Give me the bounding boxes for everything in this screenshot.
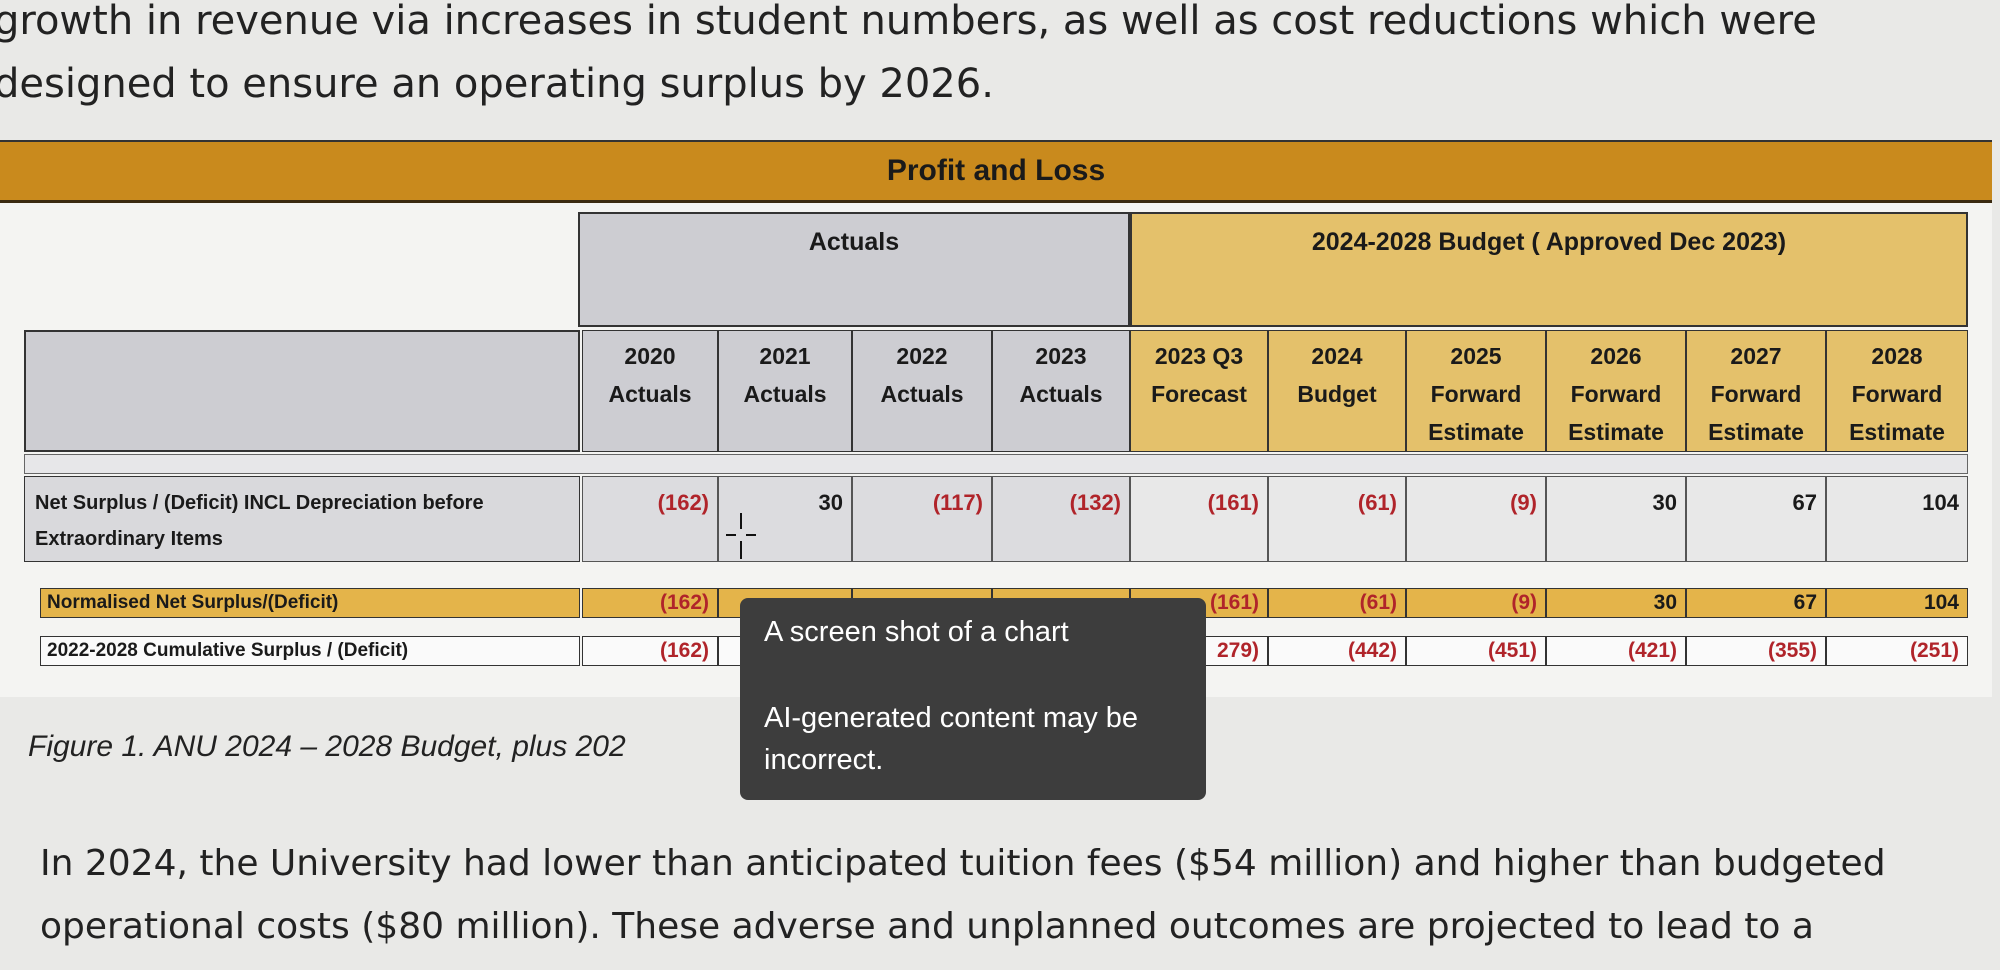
- column-header-l1: 2026: [1590, 343, 1642, 369]
- column-header-l2: Forecast: [1151, 381, 1247, 407]
- normalised-value: 30: [1546, 588, 1686, 618]
- column-header-l3: Estimate: [1849, 419, 1945, 445]
- net-surplus-label-line1: Net Surplus / (Deficit) INCL Depreciatio…: [35, 492, 484, 514]
- cumulative-value: (355): [1686, 636, 1826, 666]
- normalised-value: (9): [1406, 588, 1546, 618]
- column-header-l2: Forward: [1570, 381, 1662, 407]
- column-header-l1: 2020: [624, 343, 676, 369]
- column-header-l2: Forward: [1710, 381, 1802, 407]
- column-header: 2028 Forward Estimate: [1826, 330, 1968, 452]
- net-surplus-value: (117): [852, 476, 992, 562]
- cumulative-value: (451): [1406, 636, 1546, 666]
- net-surplus-value: (61): [1268, 476, 1406, 562]
- net-surplus-value: 104: [1826, 476, 1968, 562]
- cumulative-value: (442): [1268, 636, 1406, 666]
- net-surplus-label: Net Surplus / (Deficit) INCL Depreciatio…: [24, 476, 580, 562]
- column-header-l1: 2023 Q3: [1154, 343, 1244, 369]
- column-header-l1: 2023: [1035, 343, 1087, 369]
- column-header-l1: 2027: [1730, 343, 1782, 369]
- normalised-value: 104: [1826, 588, 1968, 618]
- normalised-row-label: Normalised Net Surplus/(Deficit): [40, 588, 580, 618]
- row-header-corner: [24, 330, 580, 452]
- net-surplus-value: 67: [1686, 476, 1826, 562]
- column-header-l2: Actuals: [1019, 381, 1103, 407]
- column-header: 2021 Actuals: [718, 330, 852, 452]
- figure-caption: Figure 1. ANU 2024 – 2028 Budget, plus 2…: [28, 730, 626, 763]
- net-surplus-value: (132): [992, 476, 1130, 562]
- net-surplus-value: (9): [1406, 476, 1546, 562]
- net-surplus-label-line2: Extraordinary Items: [35, 528, 223, 550]
- column-header-l2: Forward: [1430, 381, 1522, 407]
- column-header: 2026 Forward Estimate: [1546, 330, 1686, 452]
- profit-loss-table: Profit and Loss Actuals 2024-2028 Budget…: [0, 140, 1992, 697]
- normalised-value: (162): [582, 588, 718, 618]
- column-header: 2020 Actuals: [582, 330, 718, 452]
- column-header-l2: Actuals: [743, 381, 827, 407]
- net-surplus-value: (161): [1130, 476, 1268, 562]
- tooltip-title: A screen shot of a chart: [764, 616, 1069, 648]
- column-header-l2: Actuals: [880, 381, 964, 407]
- column-header: 2023 Actuals: [992, 330, 1130, 452]
- normalised-value: 67: [1686, 588, 1826, 618]
- crosshair-cursor-icon: [726, 513, 756, 559]
- column-header: 2022 Actuals: [852, 330, 992, 452]
- cumulative-value: (421): [1546, 636, 1686, 666]
- column-header-l1: 2024: [1311, 343, 1363, 369]
- column-header-l3: Estimate: [1568, 419, 1664, 445]
- table-spacer-row: [24, 454, 1968, 474]
- column-header-l1: 2021: [759, 343, 811, 369]
- column-header: 2027 Forward Estimate: [1686, 330, 1826, 452]
- column-header: 2024 Budget: [1268, 330, 1406, 452]
- tooltip-note: AI-generated content may be incorrect.: [764, 702, 1139, 776]
- column-header-l2: Budget: [1297, 381, 1377, 407]
- column-header-l2: Actuals: [608, 381, 692, 407]
- net-surplus-value: 30: [1546, 476, 1686, 562]
- body-paragraph: In 2024, the University had lower than a…: [40, 843, 1886, 947]
- net-surplus-value: (162): [582, 476, 718, 562]
- column-header-l2: Forward: [1851, 381, 1943, 407]
- table-title: Profit and Loss: [0, 142, 1992, 203]
- column-header: 2025 Forward Estimate: [1406, 330, 1546, 452]
- column-header-l3: Estimate: [1708, 419, 1804, 445]
- intro-paragraph: growth in revenue via increases in stude…: [0, 0, 1817, 107]
- cumulative-value: (251): [1826, 636, 1968, 666]
- normalised-value: (61): [1268, 588, 1406, 618]
- cumulative-value: (162): [582, 636, 718, 666]
- alt-text-tooltip: A screen shot of a chart AI-generated co…: [740, 598, 1206, 800]
- actuals-group-header: Actuals: [578, 212, 1130, 327]
- budget-group-header: 2024-2028 Budget ( Approved Dec 2023): [1130, 212, 1968, 327]
- column-header-l3: Estimate: [1428, 419, 1524, 445]
- column-header: 2023 Q3 Forecast: [1130, 330, 1268, 452]
- column-header-l1: 2028: [1871, 343, 1923, 369]
- column-header-l1: 2022: [896, 343, 948, 369]
- cumulative-row-label: 2022-2028 Cumulative Surplus / (Deficit): [40, 636, 580, 666]
- column-header-l1: 2025: [1450, 343, 1502, 369]
